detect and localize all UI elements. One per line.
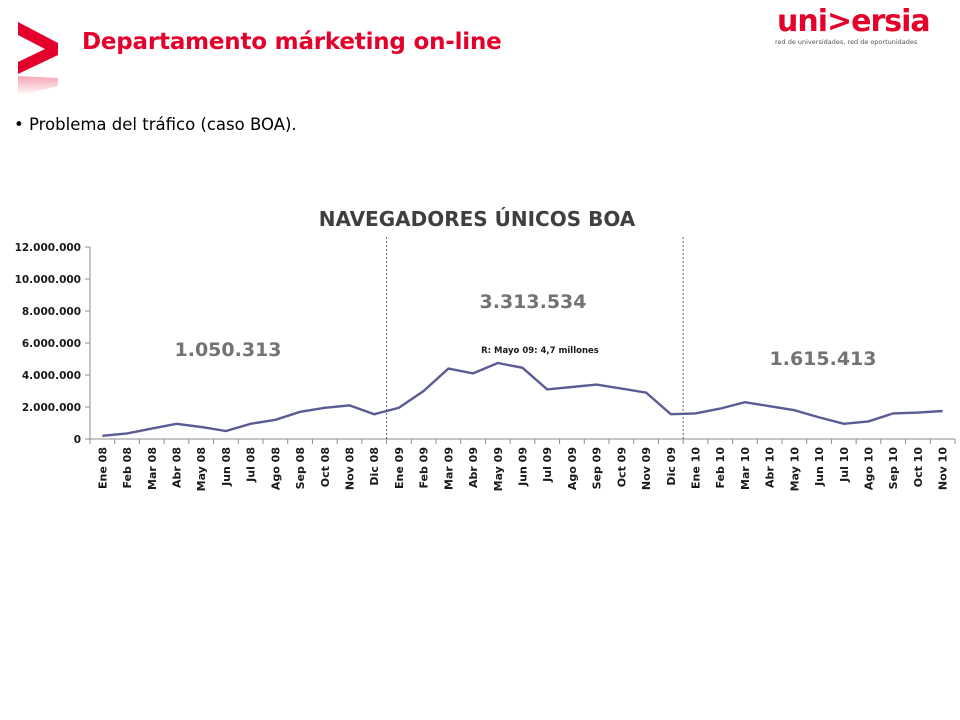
y-tick-label: 8.000.000: [22, 306, 81, 318]
x-tick-label: Oct 09: [615, 447, 628, 487]
chart-title: NAVEGADORES ÚNICOS BOA: [319, 207, 636, 231]
x-tick-label: Abr 10: [764, 447, 777, 488]
y-axis: 0 2.000.000 4.000.000 6.000.000 8.000.000 10.…: [15, 242, 91, 446]
x-tick-label: Ago 09: [566, 447, 579, 490]
x-tick-label: Jun 08: [220, 447, 233, 487]
x-tick-label: Ene 09: [393, 447, 406, 489]
line-chart: NAVEGADORES ÚNICOS BOA 0 2.000.000 4.000.0…: [15, 207, 956, 492]
x-tick-label: Feb 10: [714, 447, 727, 489]
x-axis: Ene 08 Feb 08 Mar 08 Abr 08 May 08 Jun 08 Jul …: [89, 438, 956, 492]
period-total-2008: 1.050.313: [175, 339, 282, 361]
bullet-text: • Problema del tráfico (caso BOA).: [14, 115, 297, 134]
x-tick-label: Jun 09: [517, 447, 530, 487]
x-tick-label: Nov 08: [344, 447, 357, 490]
y-tick-label: 12.000.000: [15, 242, 81, 254]
x-tick-label: Jun 10: [813, 447, 826, 487]
x-tick-label: May 08: [195, 447, 208, 491]
period-total-2009: 3.313.534: [480, 291, 587, 313]
x-tick-label: Sep 09: [591, 447, 604, 489]
x-tick-label: Mar 08: [146, 447, 159, 490]
page-title: Departamento márketing on-line: [82, 29, 502, 55]
x-tick-label: Jul 09: [541, 447, 554, 483]
x-tick-label: Nov 10: [937, 447, 950, 490]
universia-logo: uni>ersia: [777, 4, 931, 39]
x-tick-label: Dic 08: [368, 447, 381, 486]
x-tick-label: Dic 09: [665, 447, 678, 486]
y-tick-label: 10.000.000: [15, 274, 81, 286]
x-tick-label: May 09: [492, 447, 505, 491]
x-tick-label: Mar 10: [739, 447, 752, 490]
period-dividers: [386, 237, 684, 439]
x-tick-label: Abr 09: [467, 447, 480, 488]
x-tick-label: Ene 10: [690, 447, 703, 489]
x-tick-label: Ago 08: [269, 447, 282, 490]
x-tick-label: Abr 08: [171, 447, 184, 488]
chevron-logo-icon: [18, 22, 58, 96]
x-tick-label: Sep 10: [887, 447, 900, 490]
x-tick-label: Feb 08: [121, 447, 134, 489]
x-tick-label: May 10: [788, 447, 801, 492]
x-tick-label: Nov 09: [640, 447, 653, 490]
x-tick-label: Oct 10: [912, 447, 925, 488]
y-tick-label: 0: [74, 434, 81, 446]
x-tick-label: Jul 08: [245, 447, 258, 483]
logo-tagline: red de universidades, red de oportunidad…: [775, 38, 918, 46]
y-tick-label: 2.000.000: [22, 402, 81, 414]
x-tick-label: Ene 08: [96, 447, 109, 489]
y-tick-label: 4.000.000: [22, 370, 81, 382]
x-tick-label: Jul 10: [838, 447, 851, 483]
x-tick-label: Ago 10: [863, 447, 876, 490]
x-tick-label: Feb 09: [418, 447, 431, 489]
x-tick-label: Sep 08: [294, 447, 307, 489]
y-tick-label: 6.000.000: [22, 338, 81, 350]
period-total-2010: 1.615.413: [770, 348, 877, 370]
x-tick-label: Oct 08: [319, 447, 332, 487]
x-tick-label: Mar 09: [442, 447, 455, 490]
series-line: [102, 361, 943, 437]
peak-annotation: R: Mayo 09: 4,7 millones: [481, 346, 599, 356]
